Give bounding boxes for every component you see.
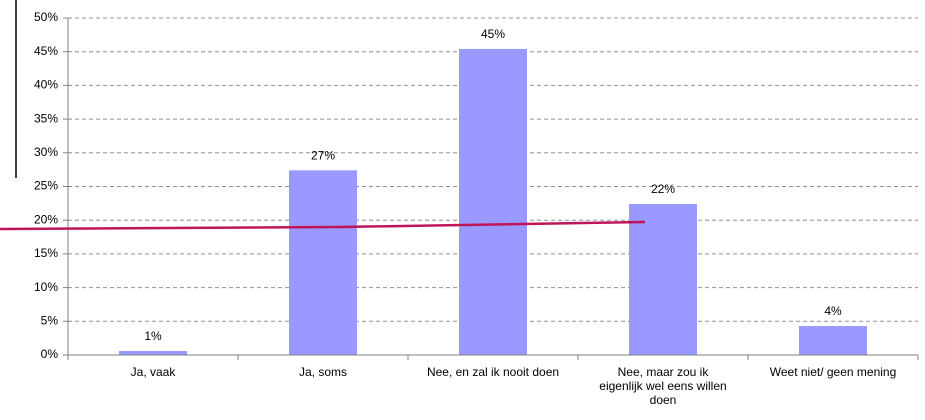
y-tick-label: 15% (34, 246, 58, 260)
y-tick-label: 30% (34, 145, 58, 159)
y-tick-label: 40% (34, 78, 58, 92)
x-tick-label: Ja, soms (298, 365, 347, 379)
x-tick-label-box: Nee, maar zou ik eigenlijk wel eens will… (599, 365, 727, 407)
data-label: 1% (144, 329, 162, 343)
grid (63, 17, 919, 360)
bar (289, 170, 357, 355)
x-tick-label-box: Ja, soms (298, 365, 347, 379)
marks (119, 49, 867, 356)
x-tick-label: Nee, en zal ik nooit doen (426, 365, 560, 379)
y-tick-label: 20% (34, 212, 58, 226)
data-label: 22% (651, 182, 675, 196)
data-label: 27% (311, 148, 335, 162)
x-tick-label: Weet niet/ geen mening (769, 365, 897, 379)
x-tick-label-box: Ja, vaak (130, 365, 176, 379)
y-tick-label: 0% (41, 347, 59, 361)
annotation-curve (0, 220, 646, 231)
x-tick-label: Nee, maar zou ik eigenlijk wel eens will… (599, 365, 727, 407)
y-tick-label: 50% (34, 10, 58, 24)
bar (459, 49, 527, 356)
bar (799, 326, 867, 355)
bar (119, 350, 187, 355)
x-tick-label: Ja, vaak (130, 365, 176, 379)
y-tick-label: 25% (34, 179, 58, 193)
x-tick-label-box: Weet niet/ geen mening (769, 365, 897, 379)
y-tick-label: 45% (34, 44, 58, 58)
x-tick-label-box: Nee, en zal ik nooit doen (426, 365, 560, 379)
data-label: 45% (481, 27, 505, 41)
bar (629, 204, 697, 355)
y-tick-label: 5% (41, 313, 59, 327)
y-tick-label: 10% (34, 280, 58, 294)
data-label: 4% (824, 304, 842, 318)
y-tick-label: 35% (34, 111, 58, 125)
